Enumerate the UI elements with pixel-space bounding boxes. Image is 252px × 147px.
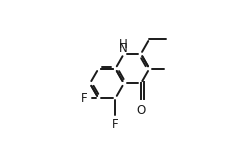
Text: N: N [119, 42, 128, 55]
Text: H: H [119, 38, 128, 51]
Text: F: F [112, 118, 119, 131]
Text: O: O [136, 104, 146, 117]
Text: F: F [81, 92, 87, 105]
